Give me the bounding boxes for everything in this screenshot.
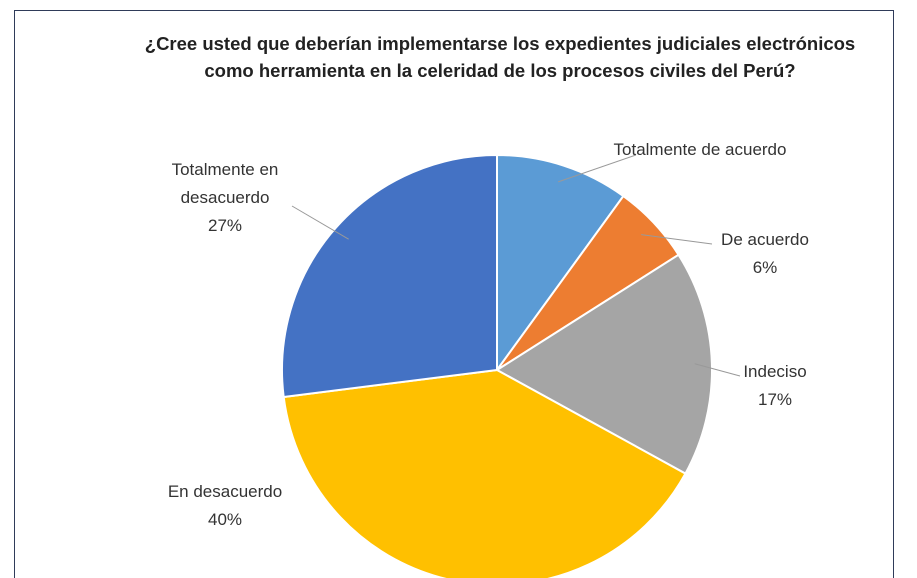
category-label: En desacuerdo [167,482,283,501]
category-label: Totalmente en desacuerdo [171,160,279,207]
data-label: De acuerdo 6% [700,226,830,282]
category-label: Indeciso [743,362,807,381]
value-label: 6% [752,258,778,277]
value-label: 17% [757,390,793,409]
pie-slice [282,368,687,578]
leader-line [694,363,741,377]
data-label: En desacuerdo 40% [140,478,310,534]
leader-line [557,154,637,183]
category-label: De acuerdo [721,230,809,249]
pie-slice [496,153,625,374]
chart-frame [14,10,894,578]
leader-line [641,234,713,245]
data-label: Totalmente en desacuerdo 27% [140,156,310,240]
leader-line [291,205,349,240]
value-label: 27% [207,216,243,235]
data-label: Totalmente de acuerdo [610,136,790,164]
pie-slice [281,153,498,399]
category-label: Totalmente de acuerdo [613,140,787,159]
value-label: 40% [207,510,243,529]
chart-title: ¿Cree usted que deberían implementarse l… [144,33,856,81]
data-label: Indeciso 17% [720,358,830,414]
pie-slice [495,253,713,475]
